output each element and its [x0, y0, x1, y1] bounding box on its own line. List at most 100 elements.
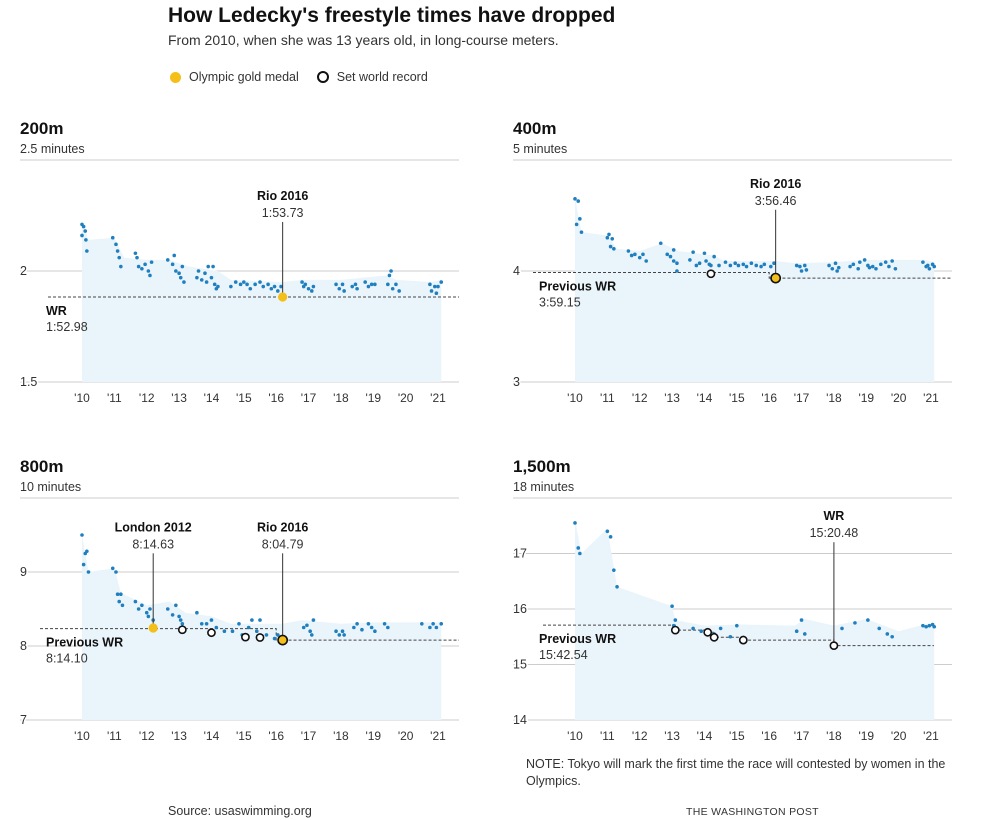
x-tick-label: '17: [301, 729, 317, 743]
world-record-marker: [738, 635, 748, 645]
swim-time-point: [206, 264, 211, 269]
swim-time-point: [355, 286, 359, 291]
swim-time-point: [177, 614, 181, 619]
swim-time-point: [245, 282, 249, 287]
legend: Olympic gold medal Set world record: [170, 70, 446, 84]
swim-time-point: [428, 282, 432, 287]
swim-time-point: [148, 273, 152, 278]
x-tick-label: '19: [858, 729, 874, 743]
x-tick-label: '12: [632, 391, 648, 405]
swim-time-point: [140, 603, 144, 608]
swim-time-point: [211, 264, 215, 269]
swim-time-point: [306, 286, 311, 291]
swim-time-point: [212, 282, 217, 287]
y-tick-label: 16: [513, 602, 527, 616]
source-line: Source: usaswimming.org: [168, 804, 312, 818]
swim-time-point: [665, 252, 670, 257]
swim-time-point: [303, 282, 308, 287]
x-tick-label: '15: [729, 391, 745, 405]
y-unit-label: 18 minutes: [513, 480, 574, 494]
x-tick-label: '16: [268, 391, 284, 405]
x-tick-label: '14: [697, 729, 713, 743]
swim-time-point: [668, 254, 673, 259]
credit-line: THE WASHINGTON POST: [686, 806, 819, 818]
x-tick-label: '16: [761, 391, 777, 405]
swim-time-point: [355, 622, 359, 626]
swim-time-point: [394, 282, 398, 287]
x-tick-label: '21: [923, 729, 939, 743]
swim-time-point: [110, 566, 115, 571]
swim-time-point: [772, 261, 776, 266]
y-tick-label: 3: [513, 375, 520, 389]
swim-time-point: [830, 266, 835, 271]
swim-time-point: [195, 610, 199, 615]
swim-time-point: [874, 266, 878, 271]
world-record-marker: [709, 632, 719, 642]
header: How Ledecky's freestyle times have dropp…: [168, 2, 615, 48]
swim-time-point: [266, 282, 270, 287]
annotation-title: Rio 2016: [750, 177, 801, 191]
swim-time-point: [143, 262, 147, 267]
swim-time-point: [203, 271, 207, 276]
swim-time-point: [641, 252, 645, 257]
x-tick-label: '10: [74, 391, 90, 405]
swim-time-point: [858, 260, 862, 264]
legend-item-wr: Set world record: [316, 70, 428, 84]
range-area: [575, 197, 935, 382]
swim-time-point: [114, 570, 118, 574]
swim-time-point: [877, 626, 882, 631]
record-label: Previous WR: [539, 632, 616, 646]
y-tick-label: 9: [20, 565, 27, 579]
swim-time-point: [360, 627, 364, 632]
x-tick-label: '19: [365, 729, 381, 743]
swim-time-point: [605, 529, 610, 534]
swim-time-point: [81, 224, 86, 229]
swim-time-point: [309, 289, 314, 293]
swim-time-point: [386, 282, 390, 287]
swim-time-point: [921, 260, 925, 264]
swim-time-point: [799, 269, 804, 273]
swim-time-point: [434, 291, 439, 295]
swim-time-point: [80, 533, 84, 537]
swim-time-point: [140, 266, 144, 271]
swim-time-point: [835, 269, 839, 273]
swim-time-point: [305, 623, 309, 628]
swim-time-point: [81, 562, 86, 567]
swim-time-point: [165, 607, 170, 611]
swim-time-point: [578, 551, 582, 556]
swim-time-point: [135, 255, 139, 260]
swim-time-point: [893, 266, 898, 271]
x-tick-label: '14: [204, 391, 220, 405]
swim-time-point: [612, 568, 616, 572]
swim-time-point: [607, 232, 611, 237]
swim-time-point: [337, 286, 342, 291]
swim-time-point: [717, 263, 721, 268]
swim-time-point: [644, 259, 648, 263]
swim-time-point: [209, 618, 214, 622]
swim-time-point: [195, 275, 199, 280]
swim-time-point: [133, 251, 138, 256]
chart-title: 1,500m: [513, 457, 571, 476]
page-title: How Ledecky's freestyle times have dropp…: [168, 4, 616, 27]
swim-time-point: [744, 264, 749, 269]
annotation-value: 8:14.63: [132, 537, 174, 551]
swim-time-point: [802, 263, 807, 268]
chart-title: 400m: [513, 119, 556, 138]
x-tick-label: '20: [891, 391, 907, 405]
swim-time-point: [688, 258, 692, 262]
record-value: 8:14.10: [46, 652, 88, 666]
swim-time-point: [921, 623, 925, 628]
swim-time-point: [311, 618, 316, 622]
swim-time-point: [833, 261, 838, 266]
swim-time-point: [439, 622, 444, 626]
swim-time-point: [272, 284, 277, 289]
y-tick-label: 7: [20, 713, 27, 727]
swim-time-point: [172, 253, 177, 258]
swim-time-point: [146, 614, 151, 619]
swim-time-point: [436, 284, 440, 289]
swim-time-point: [615, 585, 619, 589]
swim-time-point: [352, 625, 356, 630]
swim-time-point: [675, 269, 679, 273]
swim-time-point: [866, 618, 870, 622]
swim-time-point: [629, 253, 634, 258]
